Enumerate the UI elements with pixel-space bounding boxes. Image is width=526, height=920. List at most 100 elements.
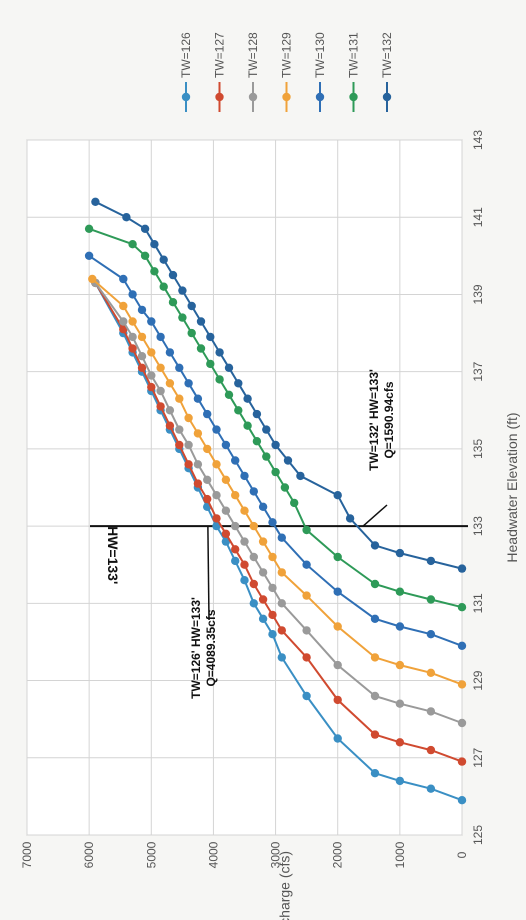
data-point — [156, 402, 165, 411]
legend-item-TW=127: TW=127 — [213, 32, 227, 112]
data-point — [221, 440, 231, 450]
y-axis-title: Discharge (cfs) — [277, 851, 293, 920]
y-tick-label: 1000 — [393, 841, 407, 868]
data-point — [193, 460, 203, 469]
data-point — [128, 290, 137, 299]
data-point — [184, 379, 193, 388]
data-point — [147, 371, 156, 380]
data-point — [395, 548, 405, 558]
data-point — [212, 425, 221, 434]
legend-swatch-marker — [349, 92, 358, 102]
data-point — [333, 587, 342, 596]
data-point — [370, 653, 380, 662]
series-TW=127 — [91, 278, 467, 766]
data-point — [252, 437, 262, 446]
data-point — [457, 564, 467, 573]
annotation-leader — [207, 526, 210, 621]
data-point — [203, 409, 212, 419]
data-point — [370, 541, 380, 550]
data-point — [221, 506, 231, 515]
data-point — [243, 394, 252, 403]
data-point — [224, 363, 234, 372]
data-point — [268, 518, 277, 527]
data-point — [150, 240, 159, 249]
legend-item-TW=131: TW=131 — [347, 32, 361, 112]
data-point — [240, 506, 249, 515]
y-tick-label: 0 — [455, 851, 469, 858]
data-point — [395, 660, 405, 670]
data-point — [193, 429, 203, 438]
data-point — [333, 622, 342, 631]
x-tick-label: 131 — [471, 593, 485, 613]
data-point — [302, 560, 311, 569]
data-point — [184, 413, 193, 423]
data-point — [193, 479, 203, 488]
data-point — [212, 491, 221, 500]
data-point — [140, 251, 150, 260]
data-point — [221, 475, 231, 484]
data-point — [277, 653, 286, 662]
data-point — [150, 267, 159, 276]
data-point — [231, 456, 240, 465]
data-point — [268, 583, 277, 593]
data-point — [221, 529, 231, 538]
data-point — [268, 630, 277, 639]
data-point — [165, 406, 175, 415]
data-point — [426, 745, 436, 755]
data-point — [156, 332, 165, 342]
data-point — [212, 460, 221, 469]
annotation-label: TW=126' HW=133' — [189, 597, 203, 699]
data-point — [258, 614, 268, 623]
data-point — [370, 614, 380, 623]
data-point — [243, 421, 252, 430]
data-point — [249, 599, 258, 608]
x-tick-label: 141 — [471, 207, 485, 227]
data-point — [119, 317, 128, 326]
data-point — [302, 626, 311, 635]
data-point — [165, 379, 175, 388]
data-point — [231, 491, 240, 500]
series-TW=129 — [88, 274, 467, 689]
data-point — [165, 421, 175, 430]
data-point — [206, 359, 215, 369]
data-point — [147, 348, 156, 357]
data-point — [457, 796, 467, 805]
data-point — [128, 344, 137, 353]
data-point — [249, 579, 258, 589]
data-point — [268, 552, 277, 562]
data-point — [240, 537, 249, 546]
data-point — [128, 240, 137, 249]
data-point — [345, 514, 355, 523]
data-point — [187, 328, 196, 338]
legend-swatch-marker — [215, 92, 224, 102]
y-tick-label: 3000 — [269, 841, 283, 868]
y-tick-label: 6000 — [82, 841, 96, 868]
data-point — [206, 332, 215, 342]
data-point — [231, 545, 240, 554]
data-point — [224, 390, 234, 399]
series-TW=130 — [84, 251, 467, 650]
data-point — [426, 556, 436, 566]
data-point — [457, 603, 467, 612]
data-point — [370, 579, 380, 589]
data-point — [234, 406, 243, 415]
data-point — [137, 352, 147, 361]
x-tick-label: 127 — [471, 747, 485, 767]
data-point — [240, 576, 249, 585]
data-point — [271, 467, 280, 477]
y-tick-label: 2000 — [331, 841, 345, 868]
legend-item-TW=128: TW=128 — [246, 32, 260, 112]
data-point — [159, 255, 168, 264]
data-point — [457, 641, 467, 650]
data-point — [426, 595, 436, 604]
data-point — [203, 494, 212, 504]
data-point — [140, 224, 150, 233]
data-point — [84, 224, 94, 233]
legend-swatch-marker — [181, 92, 191, 102]
data-point — [258, 568, 268, 577]
data-point — [302, 525, 311, 535]
data-point — [215, 348, 224, 357]
data-point — [234, 379, 243, 388]
data-point — [268, 610, 277, 620]
data-point — [249, 487, 258, 496]
